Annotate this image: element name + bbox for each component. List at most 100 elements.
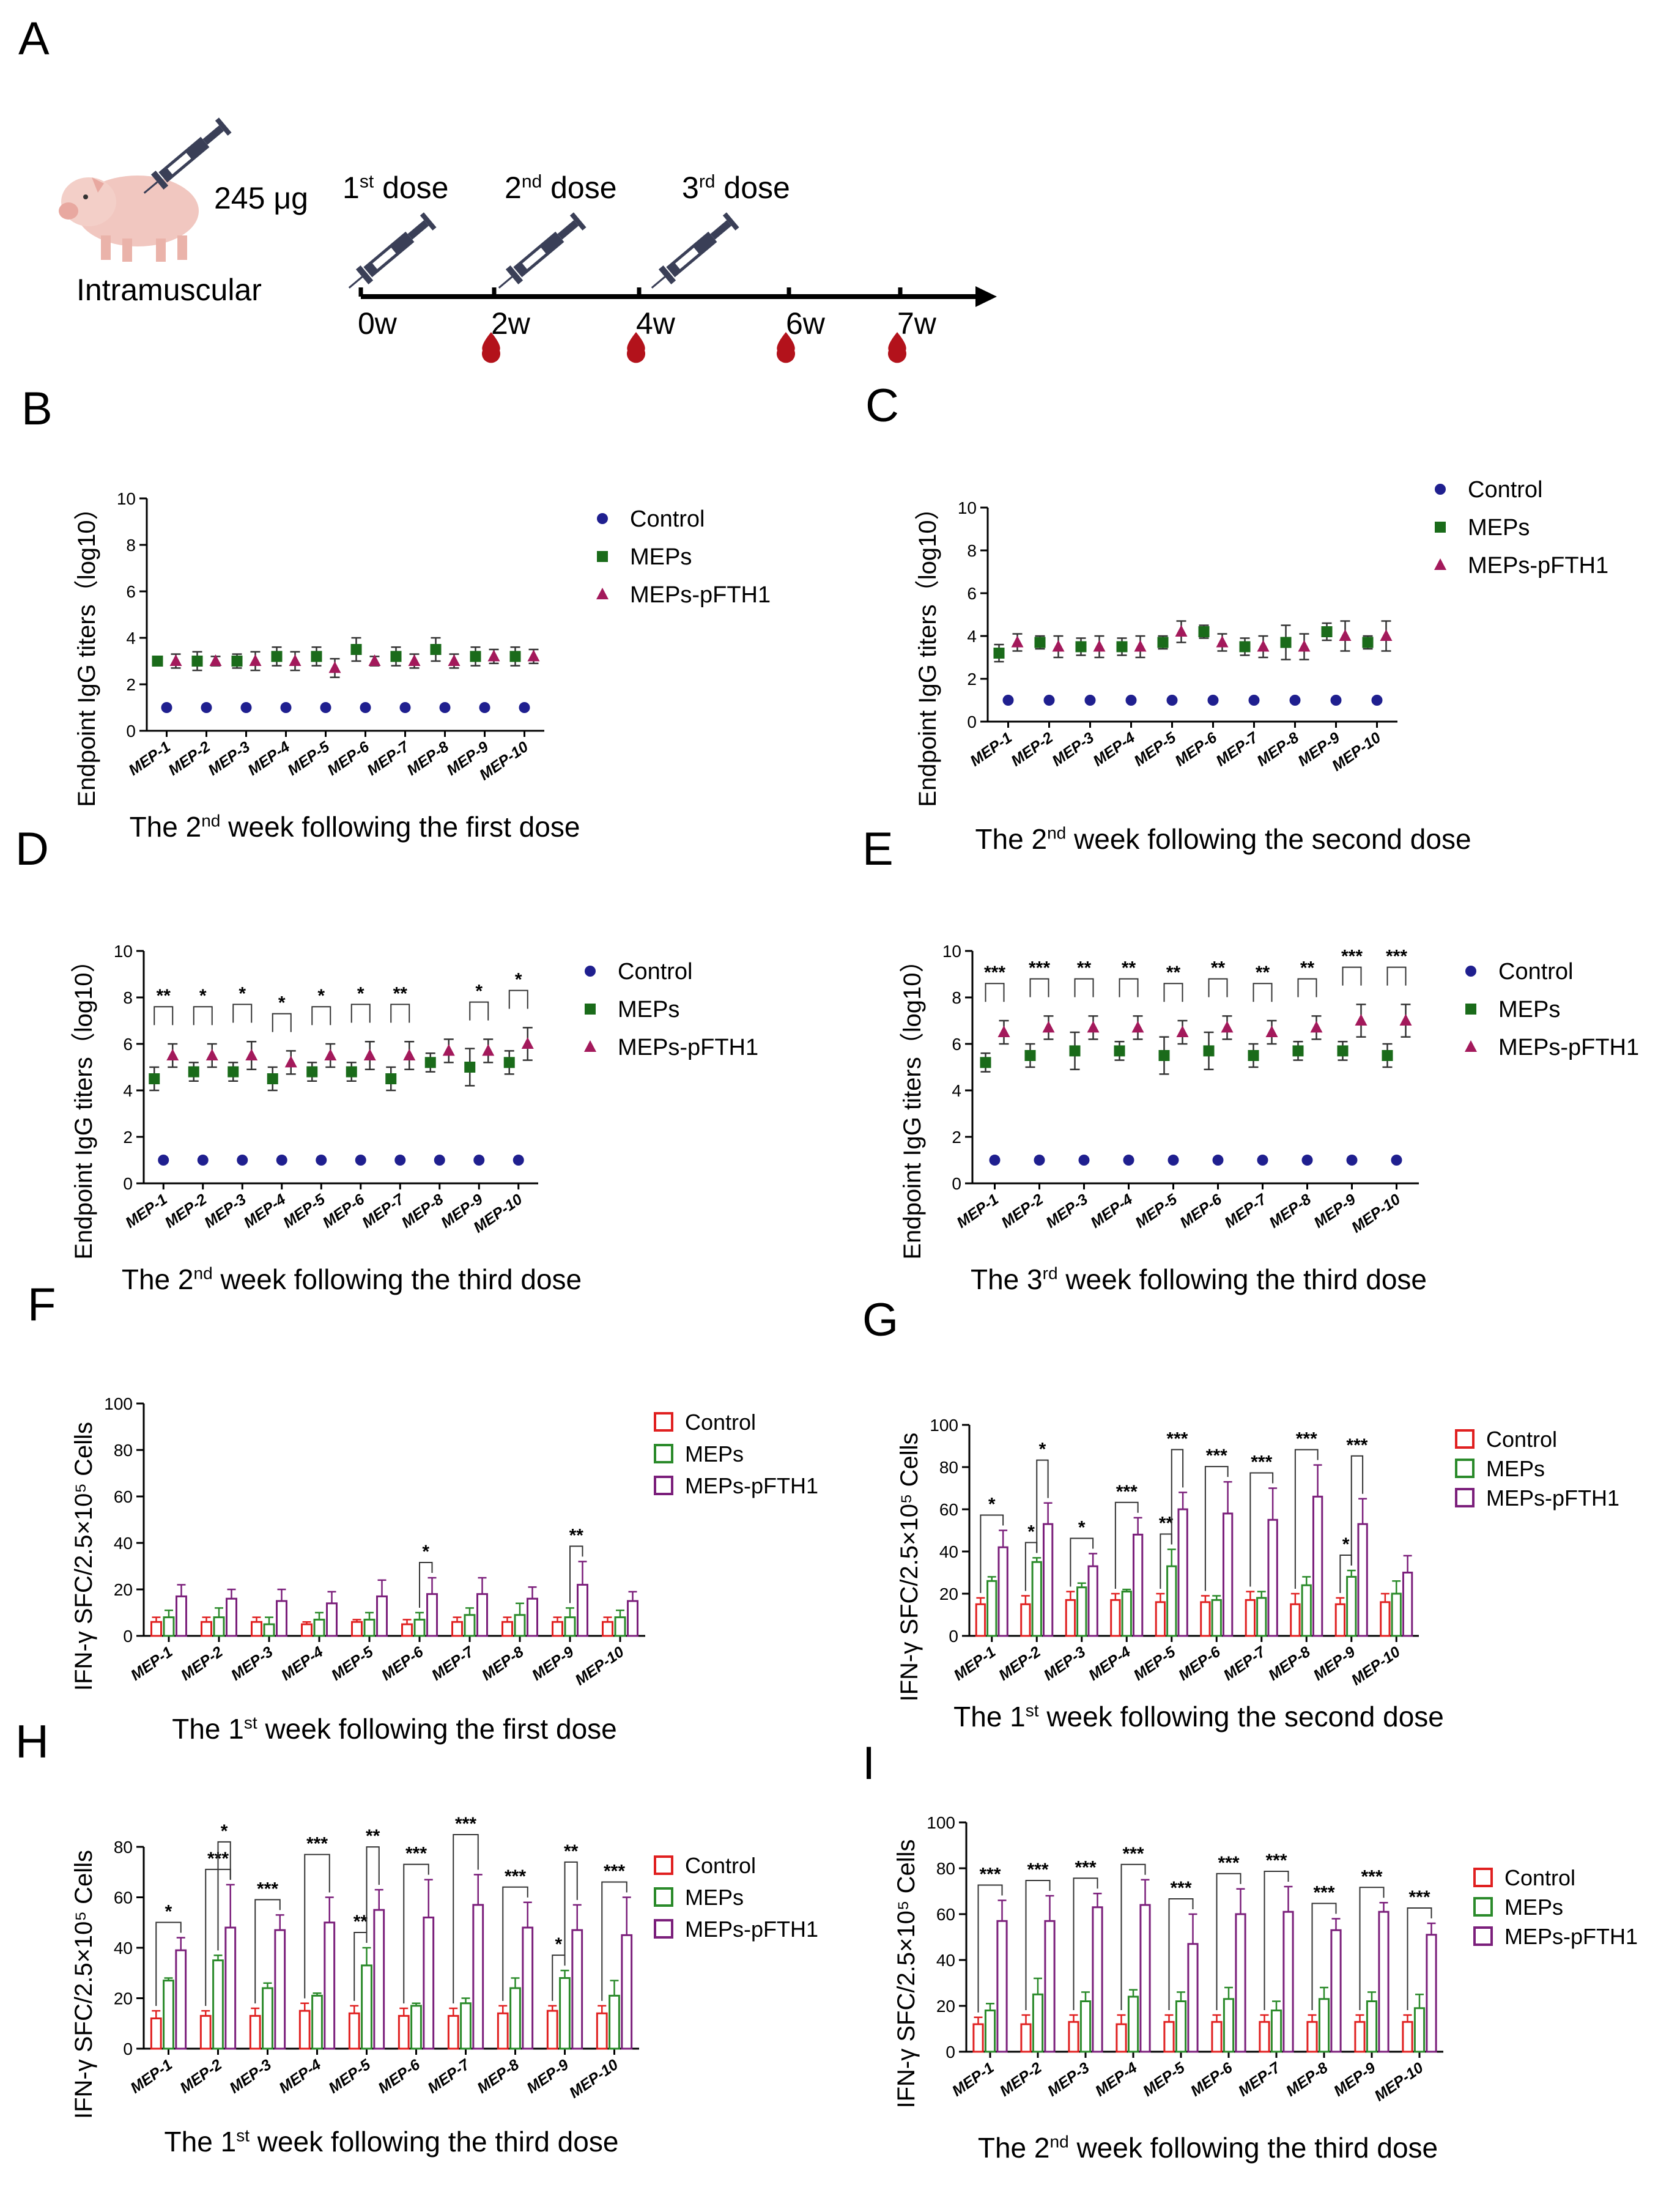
- blood-drop-icon: [627, 332, 645, 363]
- x-tick-label: MEP-7: [424, 2055, 473, 2096]
- bar-meps: [313, 1618, 325, 1637]
- point-meps: [993, 648, 1005, 659]
- significance-bracket: [403, 1863, 429, 2003]
- panel-letter-D: D: [15, 823, 49, 875]
- point-meps: [509, 651, 521, 662]
- point-control: [280, 702, 292, 713]
- point-meps: [470, 651, 481, 662]
- point-meps: [385, 1073, 397, 1084]
- x-tick-label: MEP-3: [228, 1643, 276, 1684]
- bar-meps: [609, 1994, 620, 2050]
- bar-control: [351, 1621, 363, 1637]
- x-tick-label: MEP-6: [1188, 2058, 1237, 2099]
- dose-word: dose: [723, 171, 790, 205]
- significance-label: ***: [405, 1844, 427, 1864]
- legend-label: Control: [685, 1410, 756, 1435]
- panel-letter-I: I: [862, 1737, 876, 1789]
- legend-swatch: [1455, 1488, 1475, 1507]
- point-meps: [1157, 637, 1169, 648]
- point-meps: [1321, 626, 1333, 637]
- x-tick-label: MEP-7: [1213, 728, 1262, 769]
- legend-label: MEPs-pFTH1: [1486, 1485, 1619, 1511]
- significance-label: *: [221, 1821, 228, 1841]
- point-meps-pfth1: [249, 654, 262, 666]
- y-tick-label: 60: [114, 1487, 133, 1506]
- bar-meps-pfth1: [1087, 1565, 1098, 1637]
- significance-label: *: [199, 986, 207, 1006]
- y-tick-label: 100: [930, 1416, 958, 1435]
- legend-label: MEPs: [1504, 1895, 1563, 1920]
- syringe-icon-injection: [143, 117, 232, 194]
- point-meps: [424, 1057, 436, 1068]
- bar-meps: [986, 1580, 997, 1637]
- bar-control: [251, 1621, 262, 1637]
- x-tick-label: MEP-4: [1087, 1191, 1136, 1232]
- dose-ordinal-suffix: st: [359, 171, 374, 192]
- legend-label: MEPs: [685, 1885, 744, 1910]
- significance-label: *: [278, 993, 286, 1013]
- y-tick-label: 100: [104, 1394, 133, 1413]
- y-tick-label: 4: [123, 1081, 133, 1100]
- significance-label: *: [239, 983, 246, 1004]
- caption-text: The 3: [970, 1263, 1043, 1295]
- x-tick-label: MEP-6: [320, 1190, 369, 1231]
- bar-meps-pfth1: [1402, 1572, 1413, 1637]
- legend-swatch: [654, 1919, 673, 1939]
- panel-letter-C: C: [865, 380, 899, 432]
- caption-text: week following the second dose: [1038, 1701, 1444, 1733]
- y-tick-label: 6: [952, 1035, 961, 1054]
- point-control: [1212, 1155, 1224, 1166]
- point-control: [1330, 695, 1342, 706]
- y-axis-label: Endpoint IgG titers（log10）: [899, 948, 926, 1259]
- significance-label: ***: [1251, 1452, 1272, 1473]
- x-tick-label: MEP-2: [165, 738, 213, 779]
- x-tick-label: MEP-6: [324, 738, 373, 778]
- point-control: [1034, 1155, 1045, 1166]
- significance-label: *: [988, 1495, 996, 1515]
- legend-marker: [584, 1040, 596, 1052]
- caption-ordinal-suffix: st: [243, 1713, 257, 1733]
- bar-meps: [363, 1618, 376, 1637]
- point-meps-pfth1: [1052, 640, 1065, 652]
- significance-bracket: [1029, 978, 1049, 997]
- point-control: [1043, 695, 1055, 706]
- x-tick-label: MEP-9: [529, 1643, 577, 1684]
- significance-label: ***: [604, 1862, 625, 1882]
- x-tick-label: MEP-10: [1371, 2059, 1426, 2105]
- significance-label: **: [1122, 958, 1136, 978]
- legend-marker: [597, 551, 608, 562]
- x-tick-label: MEP-2: [997, 2059, 1045, 2100]
- legend-marker: [597, 513, 608, 524]
- chart-panel-G: 020406080100MEP-1MEP-2MEP-3MEP-4MEP-5MEP…: [896, 1416, 1619, 1702]
- bar-meps-pfth1: [1235, 1913, 1246, 2053]
- point-control: [158, 1155, 169, 1166]
- y-tick-label: 6: [123, 1035, 133, 1054]
- dose-label-1: 1st dose: [342, 170, 449, 205]
- significance-label: **: [569, 1525, 584, 1545]
- bar-meps-pfth1: [423, 1917, 435, 2050]
- timeline-label-4w: 4w: [636, 306, 675, 341]
- significance-label: ***: [1116, 1482, 1138, 1502]
- bar-control: [596, 2012, 608, 2050]
- point-control: [1289, 695, 1301, 706]
- bar-meps-pfth1: [1092, 1906, 1103, 2053]
- significance-label: ***: [1075, 1857, 1096, 1877]
- significance-bracket: [1073, 1877, 1098, 2010]
- point-meps: [1292, 1045, 1304, 1057]
- x-tick-label: MEP-8: [404, 738, 452, 779]
- y-tick-label: 20: [936, 1997, 955, 2016]
- y-tick-label: 2: [126, 675, 136, 694]
- dose-word: dose: [550, 171, 617, 205]
- point-meps: [149, 1073, 160, 1084]
- dose-ordinal-suffix: nd: [521, 171, 542, 192]
- bar-meps: [1211, 1599, 1222, 1637]
- y-tick-label: 0: [123, 1174, 133, 1193]
- legend-label: Control: [1498, 959, 1574, 985]
- bar-meps: [460, 2002, 472, 2050]
- significance-bracket: [469, 1001, 489, 1021]
- legend-swatch: [654, 1855, 673, 1875]
- dose-word: dose: [382, 171, 449, 205]
- x-tick-label: MEP-2: [1008, 729, 1056, 770]
- bar-meps-pfth1: [1139, 1904, 1151, 2053]
